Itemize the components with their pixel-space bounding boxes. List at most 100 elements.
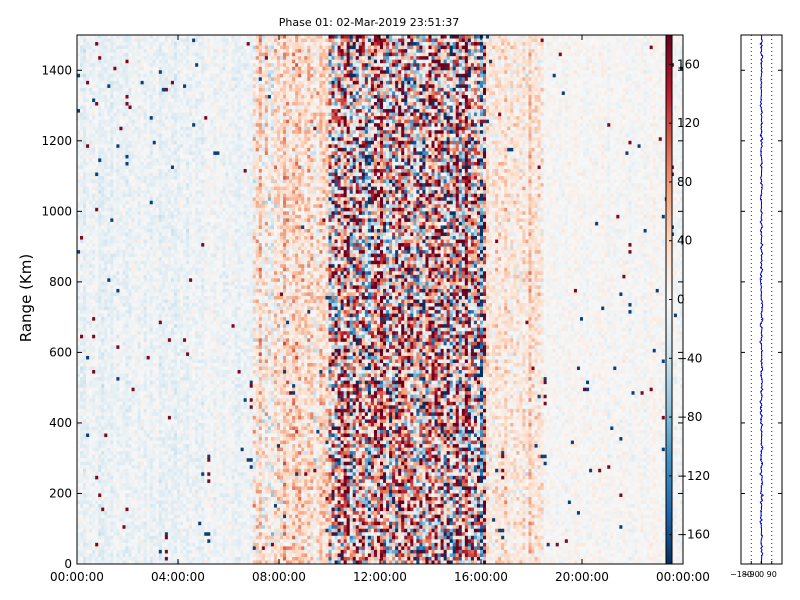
heatmap-cell: [77, 331, 80, 335]
heatmap-cell: [129, 532, 132, 536]
heatmap-cell: [135, 497, 138, 501]
heatmap-cell: [138, 321, 141, 325]
heatmap-cell: [174, 116, 177, 120]
heatmap-cell: [119, 201, 122, 205]
heatmap-cell: [98, 395, 101, 399]
heatmap-cell: [83, 194, 86, 198]
heatmap-cell: [156, 511, 159, 515]
heatmap-cell: [77, 486, 80, 490]
heatmap-cell: [144, 236, 147, 240]
heatmap-cell: [86, 194, 89, 198]
heatmap-cell: [153, 455, 156, 459]
heatmap-cell: [168, 515, 171, 519]
heatmap-cell: [104, 412, 107, 416]
heatmap-cell: [77, 70, 80, 74]
heatmap-cell: [119, 508, 122, 512]
heatmap-cell: [147, 388, 150, 392]
heatmap-cell: [122, 162, 125, 166]
heatmap-cell: [92, 444, 95, 448]
heatmap-cell: [150, 275, 153, 279]
heatmap-cell: [147, 522, 150, 526]
heatmap-cell: [162, 271, 165, 275]
heatmap-cell: [147, 180, 150, 184]
heatmap-cell: [165, 74, 168, 78]
heatmap-cell: [153, 314, 156, 318]
heatmap-cell: [153, 120, 156, 124]
heatmap-cell: [147, 395, 150, 399]
heatmap-cell: [125, 455, 128, 459]
heatmap-cell: [135, 292, 138, 296]
heatmap-cell: [125, 144, 128, 148]
heatmap-cell: [129, 130, 132, 134]
heatmap-cell: [95, 405, 98, 409]
heatmap-cell: [132, 543, 135, 547]
heatmap-cell: [92, 67, 95, 71]
heatmap-cell: [92, 95, 95, 99]
heatmap-cell: [119, 539, 122, 543]
heatmap-cell: [129, 155, 132, 159]
heatmap-cell: [110, 275, 113, 279]
heatmap-cell: [110, 511, 113, 515]
heatmap-cell: [92, 240, 95, 244]
heatmap-cell: [107, 307, 110, 311]
heatmap-cell: [132, 536, 135, 540]
heatmap-cell: [135, 472, 138, 476]
heatmap-cell: [147, 310, 150, 314]
heatmap-cell: [101, 180, 104, 184]
heatmap-cell: [95, 381, 98, 385]
heatmap-cell: [116, 190, 119, 194]
heatmap-cell: [113, 469, 116, 473]
heatmap-cell: [83, 282, 86, 286]
heatmap-cell: [129, 148, 132, 152]
heatmap-cell: [147, 158, 150, 162]
heatmap-cell: [119, 455, 122, 459]
heatmap-cell: [156, 275, 159, 279]
heatmap-cell: [89, 451, 92, 455]
heatmap-cell: [80, 416, 83, 420]
heatmap-cell: [89, 141, 92, 145]
heatmap-cell: [159, 116, 162, 120]
heatmap-cell: [159, 437, 162, 441]
heatmap-cell: [107, 183, 110, 187]
heatmap-cell: [162, 384, 165, 388]
heatmap-cell: [80, 232, 83, 236]
heatmap-cell: [95, 113, 98, 117]
heatmap-cell: [177, 127, 180, 131]
heatmap-cell: [144, 317, 147, 321]
heatmap-cell: [147, 374, 150, 378]
heatmap-cell: [162, 49, 165, 53]
heatmap-cell: [138, 423, 141, 427]
heatmap-cell: [113, 367, 116, 371]
heatmap-cell: [150, 451, 153, 455]
heatmap-cell: [125, 113, 128, 117]
heatmap-cell: [77, 229, 80, 233]
heatmap-cell: [171, 285, 174, 289]
heatmap-cell: [171, 335, 174, 339]
heatmap-cell: [165, 356, 168, 360]
heatmap-cell: [153, 268, 156, 272]
heatmap-cell: [171, 56, 174, 60]
heatmap-cell: [101, 486, 104, 490]
heatmap-cell: [138, 349, 141, 353]
heatmap-cell: [141, 127, 144, 131]
heatmap-cell: [119, 384, 122, 388]
heatmap-cell: [150, 553, 153, 557]
heatmap-cell: [168, 419, 171, 423]
heatmap-cell: [159, 165, 162, 169]
heatmap-cell: [95, 95, 98, 99]
heatmap-cell: [162, 402, 165, 406]
heatmap-cell: [138, 395, 141, 399]
heatmap-cell: [159, 472, 162, 476]
heatmap-cell: [104, 56, 107, 60]
heatmap-cell: [153, 469, 156, 473]
heatmap-cell: [83, 148, 86, 152]
heatmap-cell: [153, 67, 156, 71]
heatmap-cell: [122, 70, 125, 74]
heatmap-cell: [77, 134, 80, 138]
heatmap-cell: [150, 98, 153, 102]
heatmap-cell: [147, 278, 150, 282]
heatmap-cell: [89, 102, 92, 106]
heatmap-cell: [116, 127, 119, 131]
heatmap-cell: [138, 465, 141, 469]
heatmap-cell: [165, 39, 168, 43]
